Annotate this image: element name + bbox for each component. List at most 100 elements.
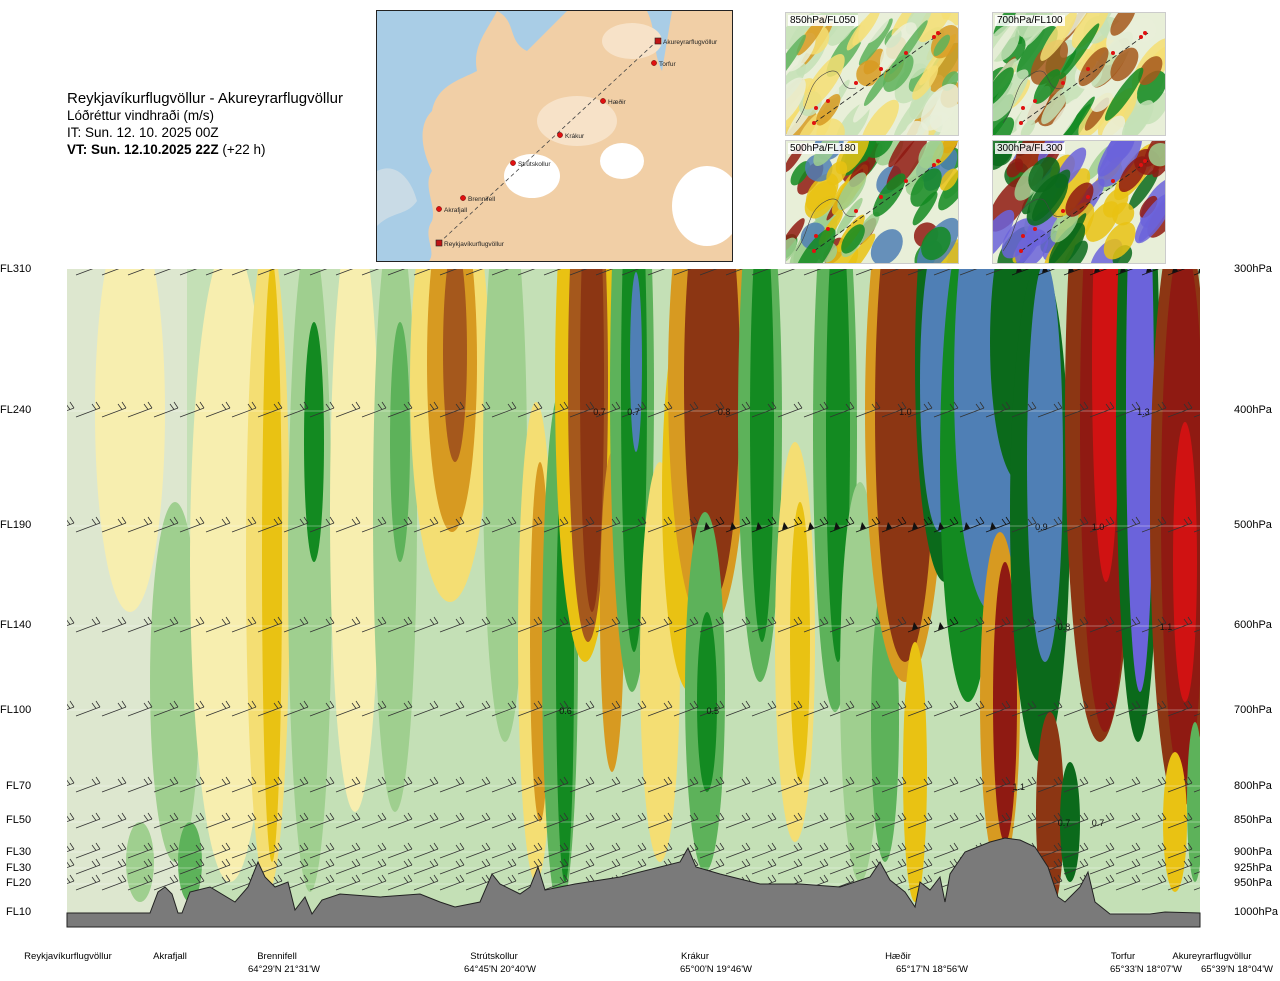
- thumb-point: [932, 163, 936, 167]
- map-point: Brennifell: [460, 195, 496, 203]
- thumb-cell: [889, 20, 928, 75]
- wind-barb: [829, 700, 855, 717]
- pressure-level-label: 400hPa: [1234, 404, 1272, 416]
- wind-barb: [231, 858, 257, 875]
- field-cell: [330, 269, 380, 812]
- thumb-point: [1033, 227, 1037, 231]
- wind-barb: [1089, 776, 1115, 793]
- wind-barb: [1141, 516, 1167, 533]
- route-title: Reykjavíkurflugvöllur - Akureyrarflugvöl…: [67, 90, 343, 107]
- thumb-point: [1143, 31, 1147, 35]
- thumbnail-850[interactable]: 850hPa/FL050: [785, 12, 959, 136]
- wind-barb: [1037, 812, 1063, 829]
- wind-barb: [907, 516, 933, 533]
- wind-barb: [985, 812, 1011, 829]
- pressure-level-label: 600hPa: [1234, 619, 1272, 631]
- thumbnail-700[interactable]: 700hPa/FL100: [992, 12, 1166, 136]
- wind-barb: [933, 842, 959, 859]
- wind-barb: [1089, 616, 1115, 633]
- wind-barb: [1063, 776, 1089, 793]
- thumb-cell: [1097, 141, 1139, 177]
- wind-barb: [179, 616, 205, 633]
- wind-barb: [1193, 789, 1200, 793]
- thumb-cell: [929, 41, 958, 92]
- wind-barb: [1011, 776, 1037, 793]
- wind-barb: [907, 700, 933, 717]
- route-map-svg: Reykjavíkurflugvöllur AkrafjallBrennifell…: [377, 11, 732, 261]
- wind-barb: [491, 616, 517, 633]
- wind-barb: [1011, 269, 1030, 276]
- wind-barb: [1193, 629, 1200, 633]
- wind-barb: [387, 812, 413, 829]
- wind-barb: [855, 700, 881, 717]
- wind-barb: [751, 616, 777, 633]
- wind-barb: [75, 401, 101, 418]
- wind-barb: [829, 401, 855, 418]
- wind-barb: [75, 842, 101, 859]
- thumb-cell: [939, 168, 958, 191]
- wind-barb: [595, 401, 621, 418]
- wind-barb: [1089, 700, 1115, 717]
- wind-barb: [179, 516, 205, 533]
- wind-barb: [283, 616, 309, 633]
- flight-level-label: FL10: [6, 906, 32, 918]
- thumbnail-500[interactable]: 500hPa/FL180: [785, 140, 959, 264]
- wind-barb: [673, 700, 699, 717]
- field-cell: [1126, 269, 1154, 692]
- wind-barb: [179, 269, 198, 276]
- wind-barb: [67, 842, 75, 853]
- wind-barb: [777, 700, 803, 717]
- station-name: Torfur: [1110, 951, 1136, 962]
- wind-barb: [387, 269, 406, 276]
- pressure-level-label: 1000hPa: [1234, 906, 1279, 918]
- wind-barb: [439, 812, 465, 829]
- field-cell: [126, 822, 154, 902]
- valid-time: VT: Sun. 12.10.2025 22Z (+22 h): [67, 141, 343, 158]
- thumb-cell: [1051, 168, 1091, 218]
- thumbnail-300-field: [993, 141, 1165, 263]
- wind-barb: [1011, 812, 1037, 829]
- wind-barb: [101, 401, 127, 418]
- wind-barb: [1063, 616, 1089, 633]
- pressure-level-label: 950hPa: [1234, 877, 1272, 889]
- valid-time-main: VT: Sun. 12.10.2025 22Z: [67, 142, 219, 157]
- map-point: Reykjavíkurflugvöllur: [435, 239, 505, 248]
- wind-barb: [933, 616, 959, 633]
- wind-barb: [543, 401, 569, 418]
- wind-barb: [803, 700, 829, 717]
- wind-barb: [1141, 874, 1167, 891]
- thumb-cell: [1059, 96, 1095, 135]
- wind-barb: [803, 401, 829, 418]
- station-coordinate: 65°33'N 18°07'W: [1110, 964, 1182, 975]
- map-point: Strútskollur: [510, 160, 551, 168]
- thumbnail-300[interactable]: 300hPa/FL300: [992, 140, 1166, 264]
- wind-barb: [257, 812, 283, 829]
- flight-level-label: FL20: [6, 877, 32, 889]
- wind-barb: [1141, 616, 1167, 633]
- wind-barb: [803, 269, 822, 276]
- wind-barb: [257, 842, 283, 859]
- wind-barb: [101, 812, 127, 829]
- wind-barb: [517, 842, 543, 859]
- field-cell: [684, 269, 740, 602]
- thumb-point: [854, 209, 858, 213]
- wind-barb: [569, 516, 595, 533]
- wind-barb: [1089, 812, 1115, 829]
- wind-barb: [595, 700, 621, 717]
- field-cell: [178, 822, 202, 902]
- wind-barb: [283, 269, 302, 276]
- wind-barb: [413, 858, 439, 875]
- thumb-cell: [802, 54, 845, 110]
- thumb-point: [936, 31, 940, 35]
- thumb-cell: [786, 34, 806, 87]
- wind-barb: [309, 616, 335, 633]
- wind-barb: [803, 812, 829, 829]
- wind-barb: [725, 616, 751, 633]
- wind-barb: [491, 700, 517, 717]
- thumb-cell: [1001, 218, 1035, 259]
- wind-barb: [1193, 855, 1200, 859]
- pressure-level-label: 925hPa: [1234, 862, 1272, 874]
- wind-barb: [1037, 616, 1063, 633]
- station-name: Hæðir: [885, 951, 911, 962]
- thumb-cell: [841, 224, 865, 254]
